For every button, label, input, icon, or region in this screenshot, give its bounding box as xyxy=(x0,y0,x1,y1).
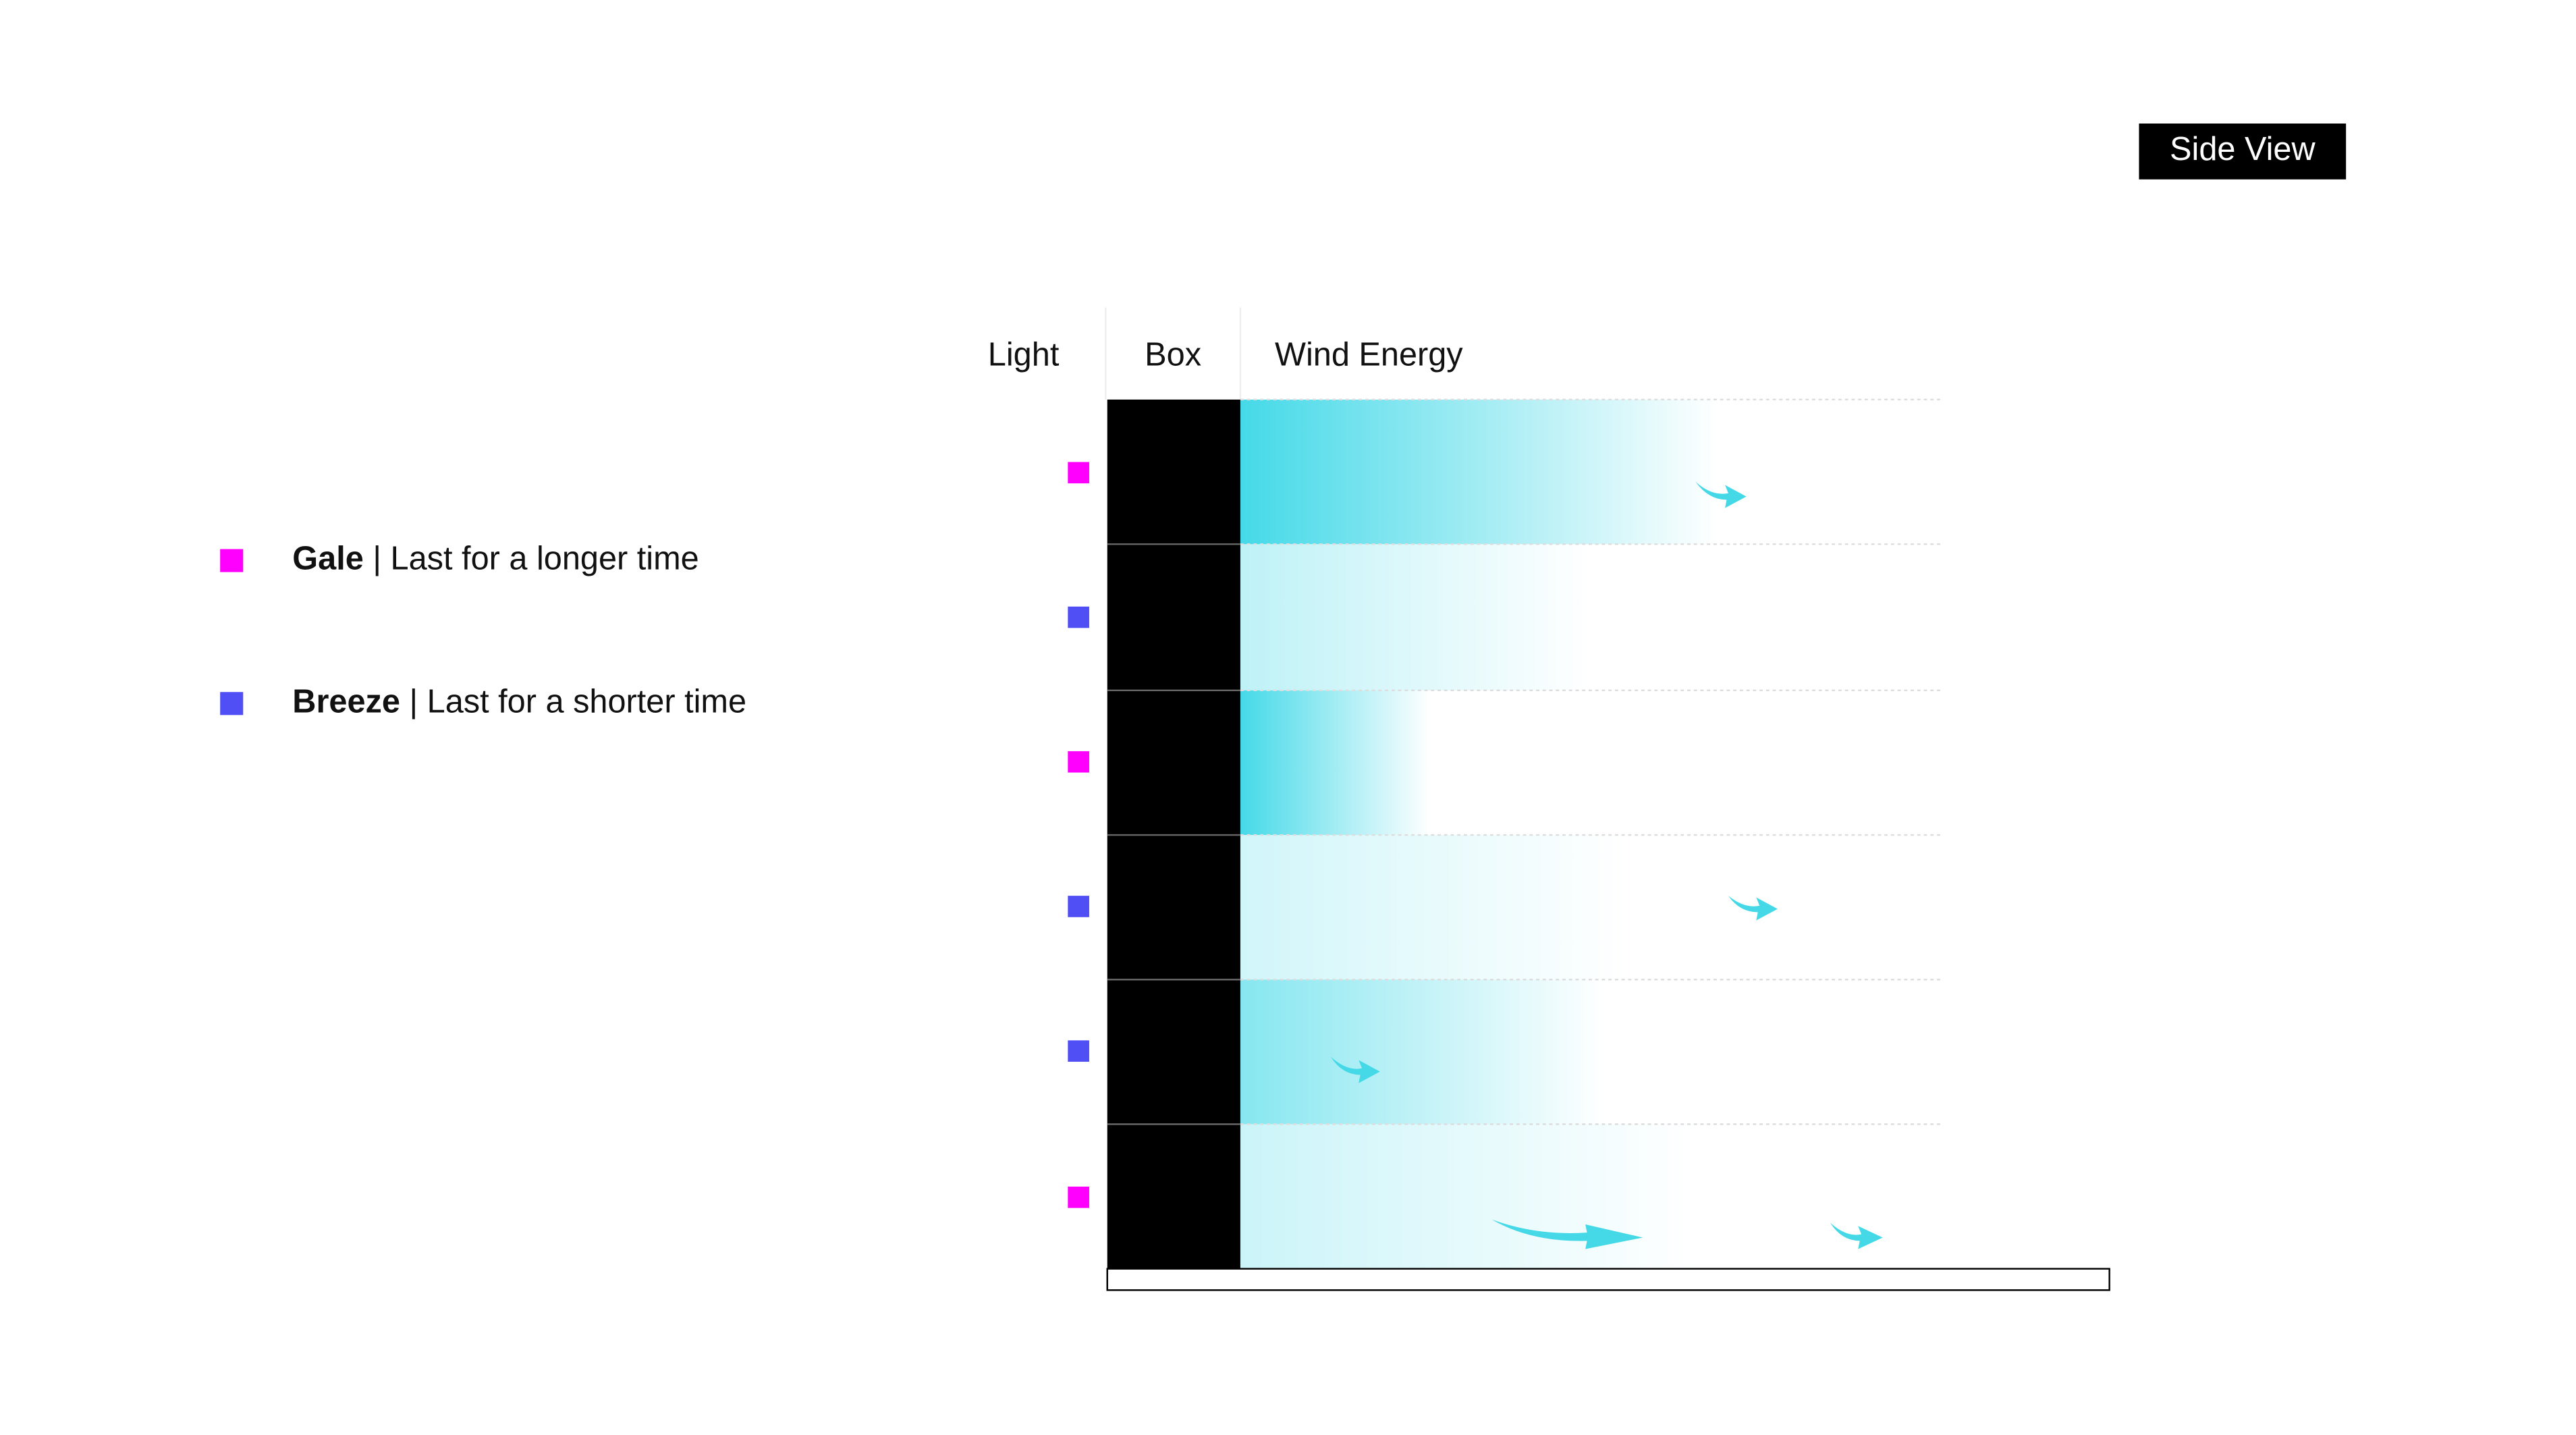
legend-entry: Breeze | Last for a shorter time xyxy=(292,683,746,720)
column-header: Light xyxy=(988,337,1060,373)
legend-name: Gale xyxy=(292,540,364,576)
wind-arrows xyxy=(1330,481,1883,1249)
title: Side View xyxy=(2170,131,2315,167)
wind xyxy=(1240,544,1942,691)
legend-swatch xyxy=(220,692,244,715)
row-lines xyxy=(1240,398,1942,1125)
column-header: Wind Energy xyxy=(1275,337,1463,373)
box-dividers xyxy=(1107,543,1240,1125)
wind xyxy=(1240,835,1942,980)
legend-name: Breeze xyxy=(292,683,400,720)
wind xyxy=(1240,690,1942,836)
legend-swatch xyxy=(220,549,244,572)
wind-rows xyxy=(1068,398,1942,1269)
wind xyxy=(1240,979,1942,1125)
wind xyxy=(1240,399,1942,545)
light-markers xyxy=(1068,462,1089,1208)
title-box xyxy=(2139,123,2347,180)
legend-description: | Last for a longer time xyxy=(373,540,698,576)
base-bar xyxy=(1106,1268,2110,1291)
legend-description: | Last for a shorter time xyxy=(409,683,746,720)
legend-entry: Gale | Last for a longer time xyxy=(292,540,698,576)
column-header: Box xyxy=(1145,337,1201,373)
